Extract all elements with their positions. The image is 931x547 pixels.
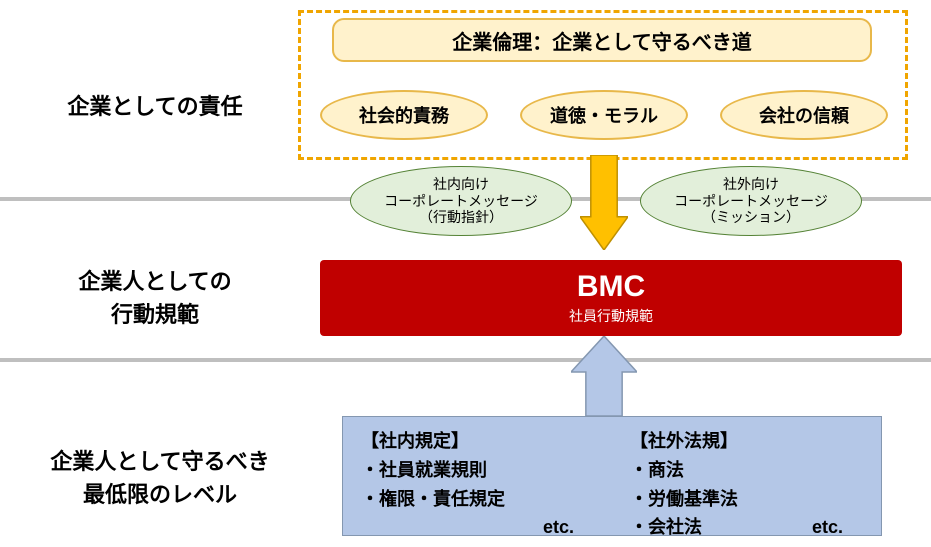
internal-item-0: ・社員就業規則 bbox=[361, 456, 594, 485]
ellipse-moral-text: 道徳・モラル bbox=[550, 102, 658, 128]
section2-line2: 行動規範 bbox=[111, 302, 199, 327]
sub0-line1: 社内向け bbox=[433, 176, 489, 192]
arrow-up-icon bbox=[571, 336, 637, 416]
ellipse-social-text: 社会的責務 bbox=[359, 102, 449, 128]
internal-item-1: ・権限・責任規定 bbox=[361, 485, 594, 514]
external-item-1: ・労働基準法 bbox=[630, 485, 863, 514]
sub1-line2: コーポレートメッセージ bbox=[674, 193, 828, 209]
external-etc: etc. bbox=[812, 513, 863, 542]
bmc-subtitle: 社員行動規範 bbox=[569, 306, 653, 326]
sub0-line2: コーポレートメッセージ bbox=[384, 193, 538, 209]
regulations-box: 【社内規定】 ・社員就業規則 ・権限・責任規定 etc. 【社外法規】 ・商法 … bbox=[342, 416, 882, 536]
section2-label: 企業人としての 行動規範 bbox=[30, 265, 280, 331]
ellipse-trust-text: 会社の信頼 bbox=[759, 102, 849, 128]
bmc-box: BMC 社員行動規範 bbox=[320, 260, 902, 336]
external-header: 【社外法規】 bbox=[630, 427, 863, 456]
sub1-line3: （ミッション） bbox=[702, 209, 800, 225]
ellipse-moral: 道徳・モラル bbox=[520, 90, 688, 140]
external-item-2: ・会社法 bbox=[630, 513, 702, 542]
sub-ellipse-internal: 社内向け コーポレートメッセージ （行動指針） bbox=[350, 166, 572, 236]
ellipse-social: 社会的責務 bbox=[320, 90, 488, 140]
section3-line2: 最低限のレベル bbox=[83, 482, 237, 507]
section1-label: 企業としての責任 bbox=[30, 90, 280, 123]
external-item-0: ・商法 bbox=[630, 456, 863, 485]
section3-label: 企業人として守るべき 最低限のレベル bbox=[30, 445, 290, 511]
ellipse-trust: 会社の信頼 bbox=[720, 90, 888, 140]
internal-etc: etc. bbox=[361, 513, 594, 542]
sub-ellipse-external: 社外向け コーポレートメッセージ （ミッション） bbox=[640, 166, 862, 236]
separator-2 bbox=[0, 358, 931, 362]
external-laws-col: 【社外法規】 ・商法 ・労働基準法 ・会社法 etc. bbox=[612, 417, 881, 535]
section1-text: 企業としての責任 bbox=[67, 94, 242, 119]
sub1-line1: 社外向け bbox=[723, 176, 779, 192]
internal-rules-col: 【社内規定】 ・社員就業規則 ・権限・責任規定 etc. bbox=[343, 417, 612, 535]
internal-header: 【社内規定】 bbox=[361, 427, 594, 456]
section3-line1: 企業人として守るべき bbox=[50, 449, 269, 474]
bmc-title: BMC bbox=[577, 270, 645, 304]
sub0-line3: （行動指針） bbox=[419, 209, 503, 225]
ethics-banner-text: 企業倫理：企業として守るべき道 bbox=[452, 26, 751, 55]
arrow-down-icon bbox=[580, 155, 628, 250]
section2-line1: 企業人としての bbox=[78, 269, 231, 294]
ethics-banner: 企業倫理：企業として守るべき道 bbox=[332, 18, 872, 62]
